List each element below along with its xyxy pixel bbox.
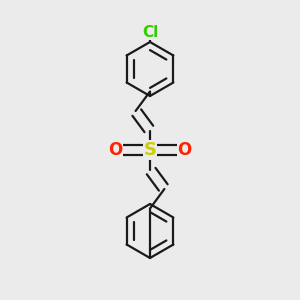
Text: O: O xyxy=(108,141,123,159)
Text: S: S xyxy=(143,141,157,159)
Text: Cl: Cl xyxy=(142,25,158,40)
Text: O: O xyxy=(177,141,192,159)
